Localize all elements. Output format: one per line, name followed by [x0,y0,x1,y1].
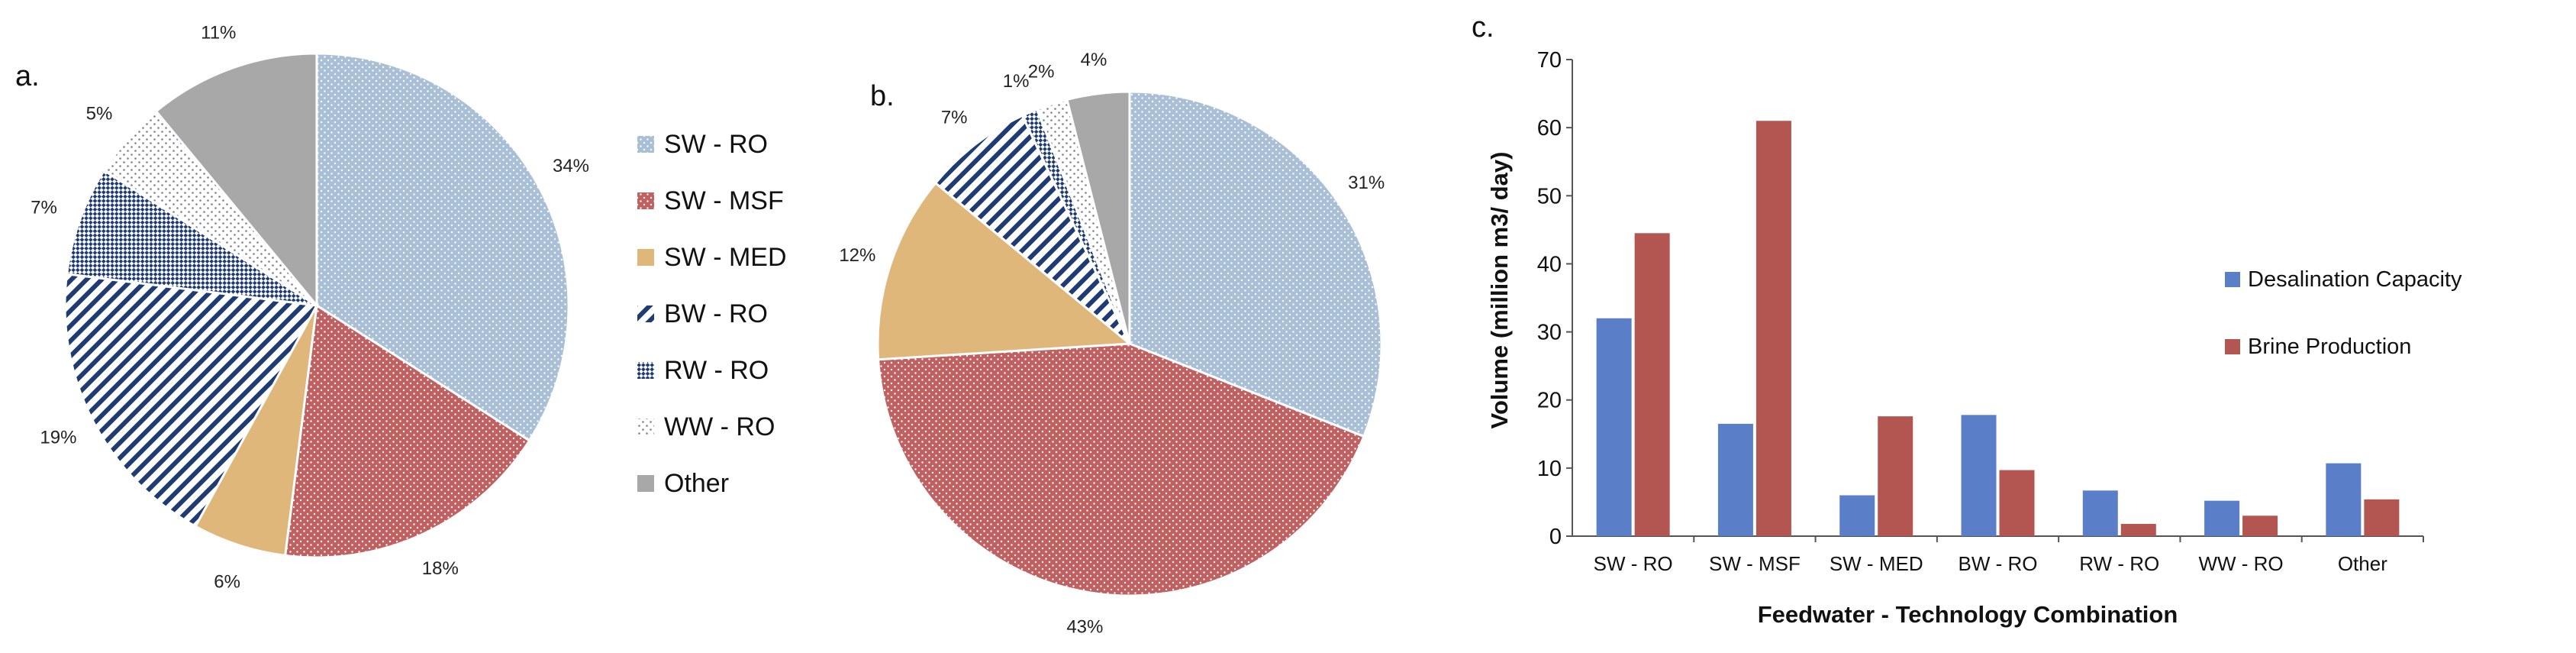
y-tick-label: 10 [1537,457,1562,481]
pie-a-label-ww-ro: 5% [86,104,113,124]
legend-label-other: Other [664,469,729,498]
pie-b-slice-bw-ro [933,114,1131,345]
pie-b-label-bw-ro: 7% [941,108,968,128]
legend-label-rw-ro: RW - RO [664,356,769,385]
legend-swatch-sw-ro [637,136,654,153]
pie-a-slice-sw-ro [315,52,570,442]
brine-bar-3 [1878,416,1913,536]
y-tick-label: 60 [1537,116,1562,141]
pie-a-label-sw-med: 6% [214,571,240,592]
panel-a-label: a. [15,60,40,92]
brine-bar-5 [2120,523,2156,536]
legend-swatch-bw-ro [637,305,654,322]
legend-label-bw-ro: BW - RO [664,299,768,328]
pie-a-label-sw-msf: 18% [422,558,459,579]
legend-swatch-ww-ro [637,419,654,435]
legend-label-sw-msf: SW - MSF [664,186,784,215]
pie-a-slice-rw-ro [65,169,318,307]
pie-b-label-other: 4% [1081,50,1107,70]
desalination-bar-1 [1596,318,1632,536]
pie-b-slice-sw-msf [877,342,1365,597]
x-category-label: SW - RO [1594,552,1673,575]
legend-label-sw-med: SW - MED [664,243,787,272]
desalination-bar-5 [2082,490,2118,536]
desalination-bar-6 [2204,500,2240,536]
pie-legend: SW - RO SW - MSF SW - MED BW - RO RW - RO WW … [637,130,787,498]
pie-a-slice-sw-med [193,305,318,558]
desalination-bar-3 [1839,495,1875,536]
pie-b-label-sw-ro: 31% [1348,173,1385,193]
x-category-label: SW - MED [1830,552,1923,575]
desalination-bar-2 [1717,423,1753,536]
desalination-bar-7 [2326,463,2362,536]
pie-b-label-sw-msf: 43% [1066,616,1103,637]
x-category-label: SW - MSF [1709,552,1801,575]
pie-a-slice-sw-msf [283,303,531,559]
x-category-label: WW - RO [2198,552,2283,575]
bar-legend-label-2: Brine Production [2248,335,2411,359]
y-tick-label: 70 [1537,48,1562,73]
brine-bar-6 [2242,516,2278,536]
pie-a-label-other: 11% [201,22,236,43]
bar-legend-swatch-1 [2225,272,2240,287]
x-axis-title: Feedwater - Technology Combination [1758,601,2178,628]
y-tick-label: 50 [1537,184,1562,209]
pie-b-label-sw-med: 12% [839,245,875,266]
legend-swatch-sw-msf [637,192,654,209]
pie-b-slice-sw-med [876,181,1133,361]
y-tick-label: 20 [1537,389,1562,413]
x-category-label: RW - RO [2079,552,2159,575]
pie-a-label-sw-ro: 34% [553,156,589,176]
bar-legend-swatch-2 [2225,339,2240,354]
pie-a-label-bw-ro: 19% [40,428,76,448]
bar-legend: Desalination Capacity Brine Production [2225,267,2462,359]
panel-b-label: b. [870,80,895,112]
bar-chart-c: 0 10 20 30 40 50 60 70 SW - RO SW - MSF SW - MED BW… [1537,48,2424,575]
brine-bar-2 [1755,121,1791,536]
pie-b-slice-other [1066,90,1131,344]
pie-b-label-ww-ro: 2% [1028,61,1055,82]
pie-b-slice-sw-ro [1128,90,1383,438]
legend-swatch-sw-med [637,249,654,266]
x-category-label: Other [2338,552,2387,575]
y-tick-label: 40 [1537,252,1562,276]
pie-chart-a: 34% 18% 6% 19% 7% 5% 11% [31,22,589,592]
pie-a-slice-bw-ro [63,272,319,529]
y-axis-title: Volume (million m3/ day) [1486,152,1513,429]
brine-bar-7 [2364,499,2400,536]
y-tick-label: 30 [1537,321,1562,345]
pie-a-label-rw-ro: 7% [31,197,57,218]
pie-b-label-rw-ro: 1% [1003,71,1030,92]
legend-label-ww-ro: WW - RO [664,412,775,441]
legend-swatch-other [637,475,654,492]
bar-legend-label-1: Desalination Capacity [2248,267,2462,292]
legend-label-sw-ro: SW - RO [664,130,768,159]
brine-bar-1 [1634,233,1670,536]
pie-a-slice-other [154,52,318,309]
y-tick-label: 0 [1549,525,1562,549]
pie-chart-b: 31% 43% 12% 7% 1%2% 4% [839,50,1385,637]
brine-bar-4 [1999,470,2035,536]
x-category-label: BW - RO [1959,552,2038,575]
desalination-bar-4 [1961,415,1997,536]
legend-swatch-rw-ro [637,362,654,379]
panel-c-label: c. [1472,11,1494,44]
